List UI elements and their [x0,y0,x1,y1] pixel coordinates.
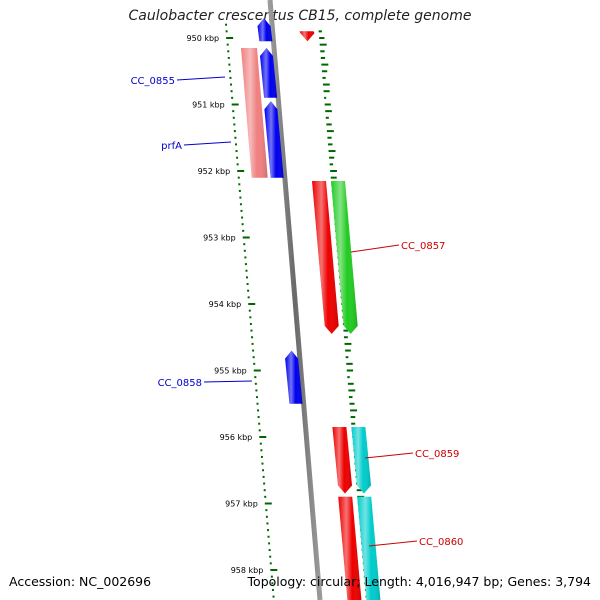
ruler-label: 954 kbp [209,300,242,309]
topology-value: circular [310,574,357,589]
gene-label[interactable]: prfA [161,141,182,152]
gene-shading [241,48,268,178]
accession-info: Accession: NC_002696 [9,574,151,589]
gene-feature[interactable] [257,18,273,42]
gene-label[interactable]: CC_0859 [415,449,459,460]
ruler-label: 957 kbp [225,500,258,509]
gene-label[interactable]: CC_0858 [158,378,202,389]
ruler-label: 951 kbp [192,101,225,110]
label-leader [203,380,253,383]
label-leader [364,452,414,459]
ruler-label: 950 kbp [187,34,220,43]
gene-shading [351,427,371,494]
gene-shading [332,427,352,494]
gene-shading [257,18,273,42]
gene-shading [285,350,303,404]
genes-label: Genes: [507,574,552,589]
gene-shading [338,496,362,600]
gene-feature[interactable] [351,427,371,494]
gene-prfa[interactable] [264,101,284,178]
gene-shading [331,181,358,334]
genome-stats: Topology: circular; Length: 4,016,947 bp… [247,574,591,589]
gene-cc-0858[interactable] [285,350,303,404]
gene-cc-0859[interactable] [332,427,352,494]
gene-feature[interactable] [299,31,315,42]
sequence-backbone [267,0,323,600]
kbp-ruler: 950 kbp 951 kbp 952 kbp 953 kbp 954 kbp 955 k… [187,23,278,598]
topology-label: Topology: [247,574,307,589]
gene-feature[interactable] [241,48,268,178]
gene-cc-0860[interactable] [338,496,362,600]
ruler-label: 952 kbp [198,167,231,176]
gene-cc-0857[interactable] [331,181,358,334]
label-leader [183,141,232,146]
gene-feature[interactable] [357,496,381,600]
ruler-label: 955 kbp [214,367,247,376]
backbone-line [267,0,323,600]
gene-label[interactable]: CC_0855 [131,76,175,87]
gene-label[interactable]: CC_0857 [401,241,445,252]
gene-labels: CC_0855 prfA CC_0857 CC_0858 CC_0859 CC_0860 [131,76,464,548]
ruler-label: 958 kbp [231,566,264,575]
ruler-label: 956 kbp [220,433,253,442]
accession-value: NC_002696 [79,574,152,589]
genes-value: 3,794 [555,574,591,589]
gene-feature[interactable] [312,181,339,334]
gene-features [241,18,381,600]
label-leader [368,540,418,547]
length-label: Length: [364,574,412,589]
gene-shading [357,496,381,600]
gene-cc-0855[interactable] [260,48,278,98]
gene-label[interactable]: CC_0860 [419,537,463,548]
label-leader [176,76,226,81]
gene-shading [264,101,284,178]
gene-shading [260,48,278,98]
gene-shading [312,181,339,334]
accession-label: Accession: [9,574,76,589]
label-leader [350,244,400,253]
genome-title: Caulobacter crescentus CB15, complete ge… [128,8,472,24]
length-value: 4,016,947 bp [415,574,500,589]
ruler-label: 953 kbp [203,234,236,243]
gene-shading [299,31,315,42]
